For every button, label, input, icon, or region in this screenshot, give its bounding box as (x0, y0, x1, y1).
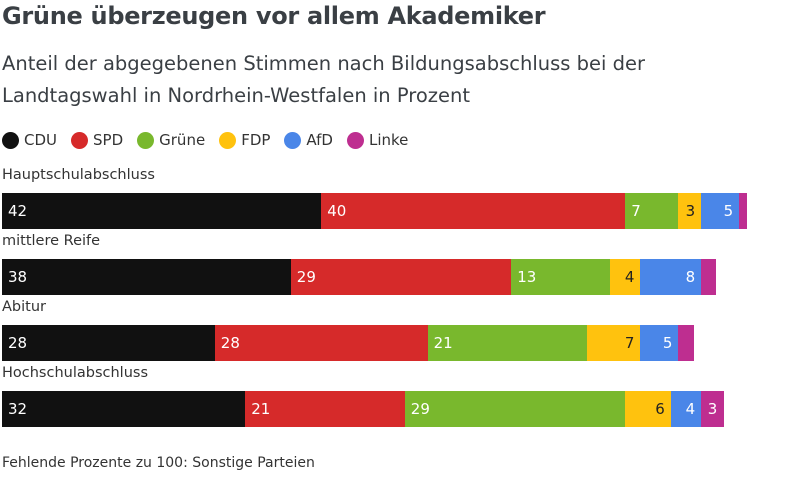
data-label: 42 (8, 202, 28, 220)
chart-footnote: Fehlende Prozente zu 100: Sonstige Parte… (2, 455, 315, 471)
bar-segment-gr-ne: 7 (625, 193, 679, 229)
category-label: mittlere Reife (2, 233, 101, 249)
data-label: 32 (8, 400, 28, 418)
legend-swatch (71, 131, 89, 149)
data-label: 38 (8, 268, 28, 286)
data-label: 4 (624, 268, 635, 286)
bar-segment-gr-ne: 21 (427, 325, 588, 361)
bar-segment-gr-ne: 29 (404, 391, 626, 427)
data-label: 4 (685, 400, 696, 418)
legend-label: Grüne (159, 131, 206, 149)
bar-row: 32 21 29 6 4 3 (2, 391, 724, 427)
category-label: Hauptschulabschluss (2, 167, 155, 183)
data-label: 21 (251, 400, 271, 418)
legend-item-fdp: FDP (219, 131, 270, 149)
data-label: 3 (707, 400, 718, 418)
bar-segment-fdp: 7 (587, 325, 641, 361)
bar-segment-cdu: 42 (2, 193, 322, 229)
legend-item-afd: AfD (284, 131, 333, 149)
bar-segment-spd: 29 (290, 259, 512, 295)
bar-segment-cdu: 38 (2, 259, 291, 295)
bar-segment-gr-ne: 13 (511, 259, 610, 295)
chart-title: Grüne überzeugen vor allem Akademiker (2, 2, 546, 30)
legend-swatch (219, 131, 237, 149)
data-label: 29 (296, 268, 316, 286)
data-label: 6 (655, 400, 665, 418)
bar-segment-fdp: 3 (678, 193, 702, 229)
legend-swatch (284, 131, 302, 149)
data-label: 3 (685, 202, 696, 220)
legend-item-gr-ne: Grüne (137, 131, 205, 149)
data-label: 28 (220, 334, 240, 352)
category-label: Hochschulabschluss (2, 365, 149, 381)
bar-segment-afd: 5 (640, 325, 679, 361)
bar-row: 38 29 13 4 8 (2, 259, 717, 295)
legend-label: AfD (306, 131, 333, 149)
bar-segment-cdu: 32 (2, 391, 246, 427)
legend-item-cdu: CDU (2, 131, 57, 149)
bar-segment-linke (701, 259, 717, 295)
data-label: 7 (631, 202, 641, 220)
legend-item-linke: Linke (346, 131, 409, 149)
legend-swatch (346, 131, 364, 149)
bar-row: 42 40 7 3 5 (2, 193, 747, 229)
legend-label: FDP (241, 131, 271, 149)
legend-item-spd: SPD (71, 131, 123, 149)
legend: CDU SPD Grüne FDP AfD Linke (2, 129, 422, 151)
bar-segment-cdu: 28 (2, 325, 215, 361)
category-label: Abitur (2, 299, 46, 315)
data-label: 5 (723, 202, 734, 220)
bar-segment-spd: 28 (214, 325, 428, 361)
legend-label: Linke (368, 131, 409, 149)
legend-label: CDU (24, 131, 58, 149)
bar-segment-fdp: 4 (609, 259, 641, 295)
bar-segment-fdp: 6 (625, 391, 671, 427)
bar-segment-afd: 5 (701, 193, 740, 229)
legend-swatch (2, 131, 19, 149)
bar-segment-spd: 40 (321, 193, 626, 229)
chart-subtitle: Anteil der abgegebenen Stimmen nach Bild… (2, 52, 645, 107)
bar-segment-linke: 3 (701, 391, 724, 427)
data-label: 21 (433, 334, 453, 352)
legend-swatch (137, 131, 155, 149)
data-label: 29 (410, 400, 430, 418)
bar-segment-afd: 8 (640, 259, 702, 295)
bar-segment-afd: 4 (670, 391, 702, 427)
bar-segment-linke (739, 193, 747, 229)
data-label: 5 (662, 334, 673, 352)
legend-label: SPD (93, 131, 124, 149)
bar-segment-linke (678, 325, 694, 361)
data-label: 8 (685, 268, 696, 286)
data-label: 13 (517, 268, 537, 286)
data-label: 7 (624, 334, 635, 352)
bar-segment-spd: 21 (245, 391, 405, 427)
bar-row: 28 28 21 7 5 (2, 325, 694, 361)
data-label: 28 (8, 334, 28, 352)
data-label: 40 (327, 202, 347, 220)
